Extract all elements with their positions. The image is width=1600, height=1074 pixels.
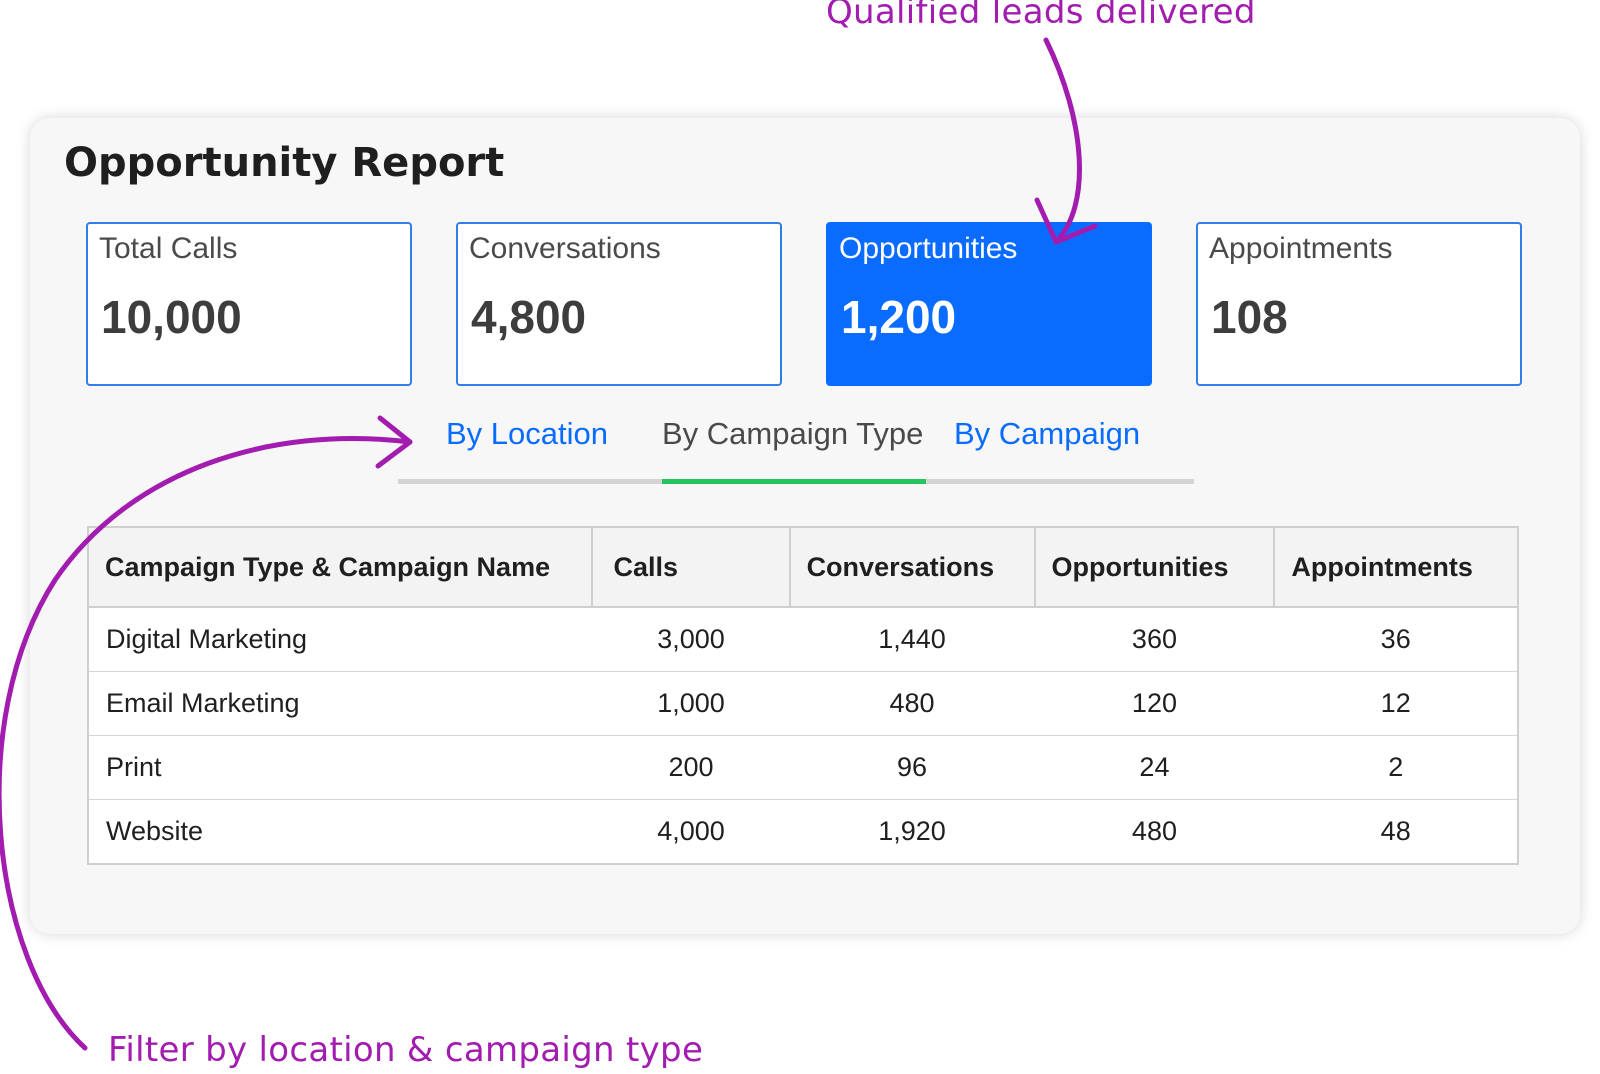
table-row[interactable]: Digital Marketing 3,000 1,440 360 36 (86, 606, 1519, 672)
cell-opportunities: 480 (1034, 799, 1275, 865)
cell-campaign-name: Print (86, 735, 593, 800)
cell-conversations: 96 (789, 735, 1035, 800)
cell-calls: 200 (592, 735, 790, 800)
stat-value: 108 (1211, 291, 1288, 343)
cell-conversations: 1,440 (789, 606, 1035, 672)
column-header-calls[interactable]: Calls (591, 526, 791, 608)
opportunity-report-card: Opportunity Report Total Calls 10,000 Co… (30, 118, 1580, 934)
cell-campaign-name: Digital Marketing (86, 606, 593, 672)
tab-by-location[interactable]: By Location (446, 416, 608, 451)
cell-conversations: 480 (789, 671, 1035, 736)
tab-by-campaign[interactable]: By Campaign (954, 416, 1141, 451)
stat-label: Total Calls (99, 232, 238, 265)
table-header-row: Campaign Type & Campaign Name Calls Conv… (86, 526, 1519, 608)
cell-calls: 1,000 (592, 671, 790, 736)
active-tab-indicator (662, 479, 926, 484)
cell-appointments: 48 (1274, 799, 1519, 865)
cell-calls: 3,000 (592, 606, 790, 672)
annotation-filter: Filter by location & campaign type (108, 1030, 704, 1070)
cell-campaign-name: Website (86, 799, 593, 865)
table-row[interactable]: Website 4,000 1,920 480 48 (86, 799, 1519, 865)
stat-label: Opportunities (839, 232, 1018, 265)
cell-opportunities: 24 (1034, 735, 1275, 800)
stat-card-opportunities[interactable]: Opportunities 1,200 (826, 222, 1152, 386)
cell-appointments: 2 (1274, 735, 1519, 800)
table-row[interactable]: Email Marketing 1,000 480 120 12 (86, 671, 1519, 736)
column-header-appointments[interactable]: Appointments (1273, 526, 1519, 608)
cell-opportunities: 360 (1034, 606, 1275, 672)
column-header-conversations[interactable]: Conversations (788, 526, 1036, 608)
report-tabs: By Location By Campaign Type By Campaign (398, 402, 1194, 484)
column-header-opportunities[interactable]: Opportunities (1033, 526, 1276, 608)
stat-label: Conversations (469, 232, 661, 265)
annotation-qualified-leads: Qualified leads delivered (826, 0, 1256, 32)
stat-value: 1,200 (841, 291, 957, 343)
tab-by-campaign-type[interactable]: By Campaign Type (662, 416, 924, 451)
stat-value: 10,000 (101, 291, 242, 343)
campaign-type-table: Campaign Type & Campaign Name Calls Conv… (86, 526, 1519, 865)
stat-card-appointments[interactable]: Appointments 108 (1196, 222, 1522, 386)
cell-appointments: 12 (1274, 671, 1519, 736)
cell-calls: 4,000 (592, 799, 790, 865)
cell-appointments: 36 (1274, 606, 1519, 672)
stat-card-total-calls[interactable]: Total Calls 10,000 (86, 222, 412, 386)
cell-opportunities: 120 (1034, 671, 1275, 736)
cell-campaign-name: Email Marketing (86, 671, 593, 736)
stat-label: Appointments (1209, 232, 1393, 265)
table-row[interactable]: Print 200 96 24 2 (86, 735, 1519, 800)
page-title: Opportunity Report (64, 140, 505, 186)
cell-conversations: 1,920 (789, 799, 1035, 865)
column-header-campaign[interactable]: Campaign Type & Campaign Name (86, 526, 594, 608)
stat-value: 4,800 (471, 291, 587, 343)
stat-card-conversations[interactable]: Conversations 4,800 (456, 222, 782, 386)
